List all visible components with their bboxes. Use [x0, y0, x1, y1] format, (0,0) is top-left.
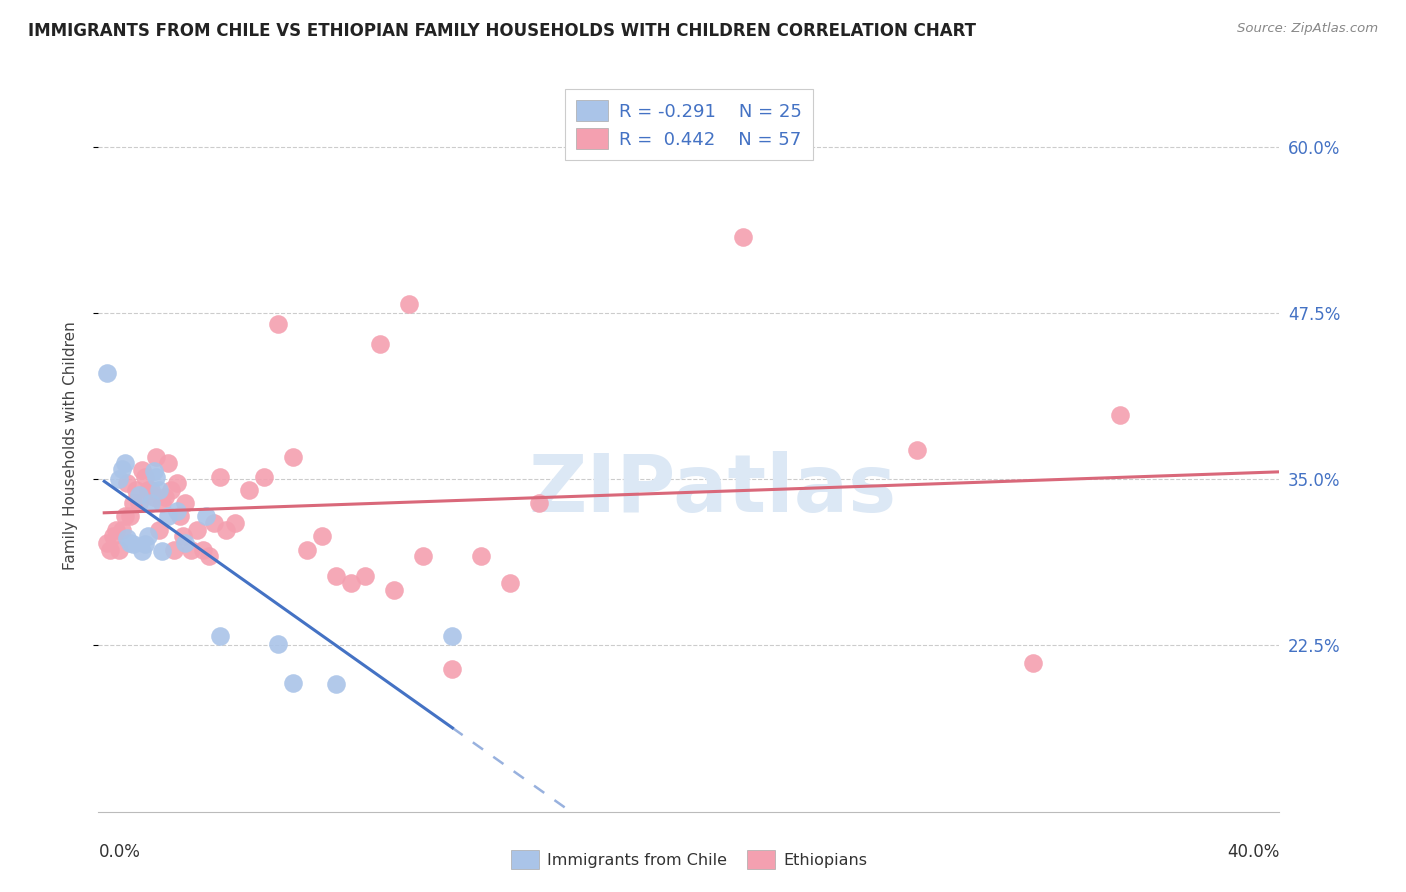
Point	[325, 569, 347, 583]
Point	[157, 509, 180, 524]
Point	[128, 496, 150, 510]
Point	[96, 536, 118, 550]
Point	[368, 336, 391, 351]
Point	[354, 569, 377, 583]
Point	[529, 496, 551, 510]
Point	[253, 469, 276, 483]
Point	[111, 523, 134, 537]
Point	[163, 542, 186, 557]
Y-axis label: Family Households with Children: Family Households with Children	[63, 322, 77, 570]
Text: IMMIGRANTS FROM CHILE VS ETHIOPIAN FAMILY HOUSEHOLDS WITH CHILDREN CORRELATION C: IMMIGRANTS FROM CHILE VS ETHIOPIAN FAMIL…	[28, 22, 976, 40]
Point	[194, 509, 217, 524]
Point	[160, 483, 183, 497]
Point	[145, 450, 167, 464]
Point	[905, 442, 928, 457]
Point	[384, 582, 406, 597]
Point	[398, 296, 420, 310]
Point	[148, 483, 170, 497]
Point	[169, 509, 191, 524]
Point	[131, 544, 153, 558]
Point	[107, 472, 129, 486]
Point	[281, 675, 304, 690]
Point	[224, 516, 246, 530]
Point	[148, 523, 170, 537]
Point	[104, 523, 127, 537]
Point	[150, 544, 173, 558]
Legend: R = -0.291    N = 25, R =  0.442    N = 57: R = -0.291 N = 25, R = 0.442 N = 57	[565, 89, 813, 160]
Point	[145, 469, 167, 483]
Point	[191, 542, 214, 557]
Point	[157, 456, 180, 470]
Point	[134, 537, 156, 551]
Point	[180, 542, 202, 557]
Point	[209, 469, 232, 483]
Point	[153, 490, 176, 504]
Point	[412, 549, 434, 564]
Point	[215, 523, 238, 537]
Point	[131, 463, 153, 477]
Text: Source: ZipAtlas.com: Source: ZipAtlas.com	[1237, 22, 1378, 36]
Point	[340, 576, 363, 591]
Point	[499, 576, 522, 591]
Point	[174, 536, 197, 550]
Point	[731, 230, 754, 244]
Point	[297, 542, 319, 557]
Point	[142, 464, 165, 478]
Point	[150, 496, 173, 510]
Point	[128, 488, 150, 502]
Point	[267, 317, 290, 331]
Point	[136, 529, 159, 543]
Point	[139, 483, 162, 497]
Point	[204, 516, 226, 530]
Point	[122, 537, 145, 551]
Point	[136, 483, 159, 497]
Point	[172, 529, 194, 543]
Point	[134, 469, 156, 483]
Point	[139, 496, 162, 510]
Point	[125, 483, 148, 497]
Point	[120, 509, 142, 524]
Point	[281, 450, 304, 464]
Point	[114, 509, 136, 524]
Point	[101, 529, 124, 543]
Legend: Immigrants from Chile, Ethiopians: Immigrants from Chile, Ethiopians	[505, 844, 873, 875]
Point	[117, 476, 139, 491]
Point	[1022, 656, 1045, 670]
Point	[142, 490, 165, 504]
Point	[197, 549, 219, 564]
Point	[209, 629, 232, 643]
Point	[174, 496, 197, 510]
Point	[114, 456, 136, 470]
Point	[166, 504, 188, 518]
Text: 40.0%: 40.0%	[1227, 843, 1279, 861]
Point	[311, 529, 333, 543]
Point	[166, 476, 188, 491]
Point	[441, 629, 464, 643]
Point	[117, 531, 139, 545]
Text: 0.0%: 0.0%	[98, 843, 141, 861]
Point	[98, 542, 121, 557]
Text: ZIPatlas: ZIPatlas	[529, 450, 897, 529]
Point	[186, 523, 208, 537]
Point	[120, 536, 142, 550]
Point	[107, 542, 129, 557]
Point	[267, 637, 290, 651]
Point	[111, 461, 134, 475]
Point	[122, 496, 145, 510]
Point	[325, 677, 347, 691]
Point	[1108, 409, 1130, 423]
Point	[238, 483, 260, 497]
Point	[96, 366, 118, 380]
Point	[470, 549, 492, 564]
Point	[441, 662, 464, 676]
